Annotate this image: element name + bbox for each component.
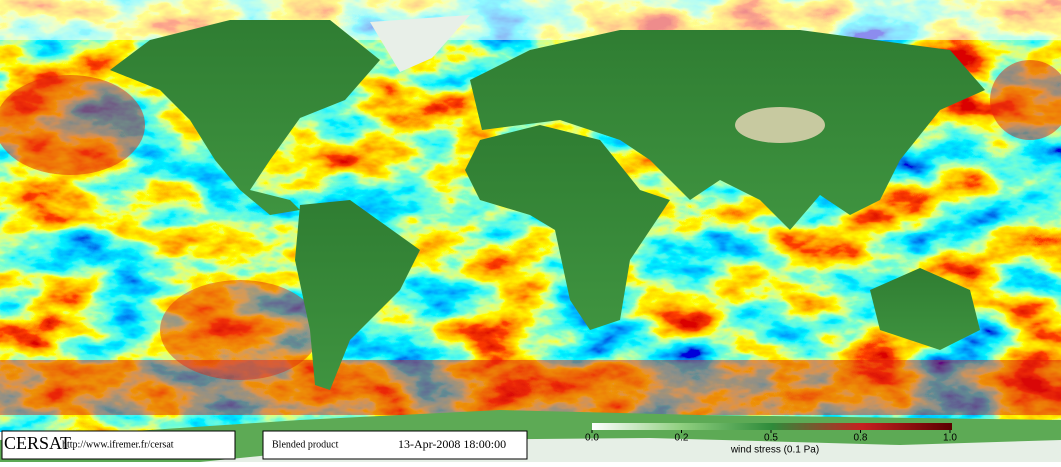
panel-box — [262, 430, 528, 460]
colorbar: wind stress (0.1 Pa) 0.0 0.2 0.5 0.8 1.0 — [585, 423, 957, 456]
product-panel: Blended product 13-Apr-2008 18:00:00 — [262, 430, 528, 460]
colorbar-tick-label: 1.0 — [943, 433, 957, 444]
logo: CERSAT — [4, 433, 71, 453]
panel-box — [1, 430, 236, 460]
colorbar-ramp — [592, 423, 952, 430]
logo-panel: CERSAT http://www.ifremer.fr/cersat — [1, 430, 236, 460]
colorbar-tick-label: 0.5 — [764, 433, 778, 444]
colorbar-label: wind stress (0.1 Pa) — [730, 445, 819, 456]
colorbar-tick-label: 0.2 — [675, 433, 689, 444]
colorbar-tick-label: 0.0 — [585, 433, 599, 444]
product: Blended product — [272, 439, 339, 450]
url: http://www.ifremer.fr/cersat — [62, 439, 174, 450]
colorbar-tick-label: 0.8 — [854, 433, 868, 444]
timestamp: 13-Apr-2008 18:00:00 — [398, 437, 506, 451]
